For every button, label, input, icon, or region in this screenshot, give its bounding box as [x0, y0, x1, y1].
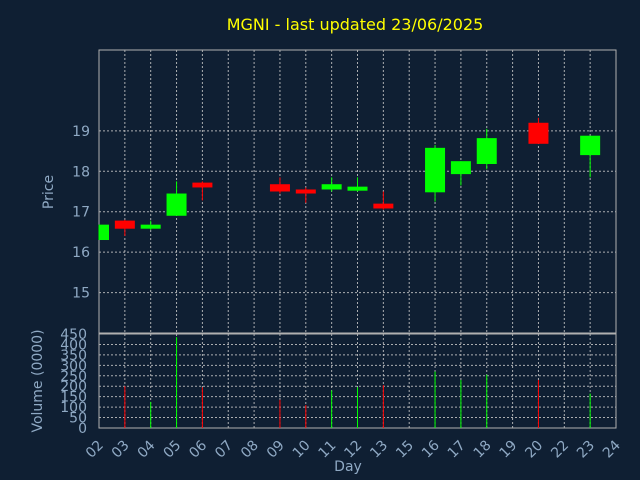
- price-axis-label: Price: [41, 175, 57, 209]
- candle-20: [528, 117, 549, 144]
- price-tick-label: 17: [72, 205, 90, 221]
- volume-axis-label: Volume (0000): [30, 329, 46, 432]
- volume-tick-label: 350: [60, 348, 87, 364]
- volume-tick-label: 400: [60, 337, 87, 353]
- volume-tick-label: 450: [60, 327, 87, 343]
- candle-12: [347, 177, 368, 192]
- price-tick-label: 18: [72, 164, 90, 180]
- price-tick-label: 15: [72, 286, 90, 302]
- day-tick-label: 23: [574, 438, 598, 462]
- candle-02: [98, 224, 109, 241]
- candle-body: [192, 182, 213, 188]
- candle-body: [321, 184, 342, 190]
- day-tick-label: 24: [600, 437, 624, 461]
- candle-body: [476, 138, 497, 165]
- day-tick-label: 04: [135, 437, 159, 461]
- candle-06: [192, 181, 213, 201]
- volume-tick-label: 50: [69, 411, 87, 427]
- candle-body: [99, 224, 109, 241]
- volume-tick-label: 100: [60, 400, 87, 416]
- day-tick-label: 12: [341, 438, 365, 462]
- price-tick-label: 19: [72, 124, 90, 140]
- volume-tick-label: 300: [60, 358, 87, 374]
- candle-body: [580, 135, 601, 156]
- candle-body: [425, 147, 446, 193]
- candle-13: [373, 191, 394, 210]
- candle-body: [166, 193, 187, 216]
- candle-body: [347, 186, 368, 191]
- chart-title: MGNI - last updated 23/06/2025: [227, 15, 484, 34]
- volume-tick-label: 150: [60, 390, 87, 406]
- day-tick-label: 13: [367, 438, 391, 462]
- candle-body: [295, 189, 316, 194]
- day-tick-label: 11: [316, 438, 340, 462]
- day-tick-label: 06: [186, 437, 210, 461]
- candle-body: [450, 161, 471, 175]
- candle-18: [476, 128, 497, 170]
- candle-body: [269, 184, 290, 192]
- candle-10: [295, 187, 316, 203]
- candle-16: [425, 145, 446, 202]
- volume-tick-label: 0: [78, 421, 87, 437]
- volume-tick-label: 200: [60, 379, 87, 395]
- day-tick-label: 16: [419, 437, 443, 461]
- candle-09: [269, 177, 290, 194]
- price-panel-frame: [98, 49, 617, 334]
- candle-11: [321, 177, 342, 192]
- candle-body: [114, 220, 135, 229]
- day-tick-label: 17: [445, 438, 469, 462]
- day-tick-label: 10: [290, 438, 314, 462]
- day-tick-label: 02: [83, 438, 107, 462]
- price-tick-labels: 15 16 17 18 19: [72, 124, 90, 302]
- day-tick-label: 08: [238, 438, 262, 462]
- volume-tick-label: 250: [60, 369, 87, 385]
- candle-body: [528, 122, 549, 144]
- candle-17: [450, 161, 471, 186]
- candle-23: [580, 135, 601, 178]
- candle-03: [114, 219, 135, 236]
- price-panel: 15 16 17 18 19 Price: [41, 49, 617, 334]
- day-tick-label: 19: [497, 438, 521, 462]
- day-tick-label: 05: [160, 438, 184, 462]
- day-tick-label: 07: [212, 438, 236, 462]
- candle-05: [166, 181, 187, 216]
- day-tick-label: 18: [471, 438, 495, 462]
- candles: [98, 117, 601, 241]
- day-tick-label: 03: [109, 438, 133, 462]
- candle-body: [140, 224, 161, 229]
- day-axis-label: Day: [334, 459, 362, 475]
- volume-bars: [124, 337, 591, 428]
- price-tick-label: 16: [72, 245, 90, 261]
- candle-04: [140, 220, 161, 230]
- candle-body: [373, 203, 394, 209]
- day-tick-label: 15: [393, 438, 417, 462]
- day-tick-label: 22: [548, 438, 572, 462]
- day-tick-labels: 02 03 04 05 06 07 08 09 10 11 12 13 15 16 17 18 19 20 22 23…: [83, 437, 624, 461]
- day-tick-label: 20: [522, 438, 546, 462]
- day-tick-label: 09: [264, 438, 288, 462]
